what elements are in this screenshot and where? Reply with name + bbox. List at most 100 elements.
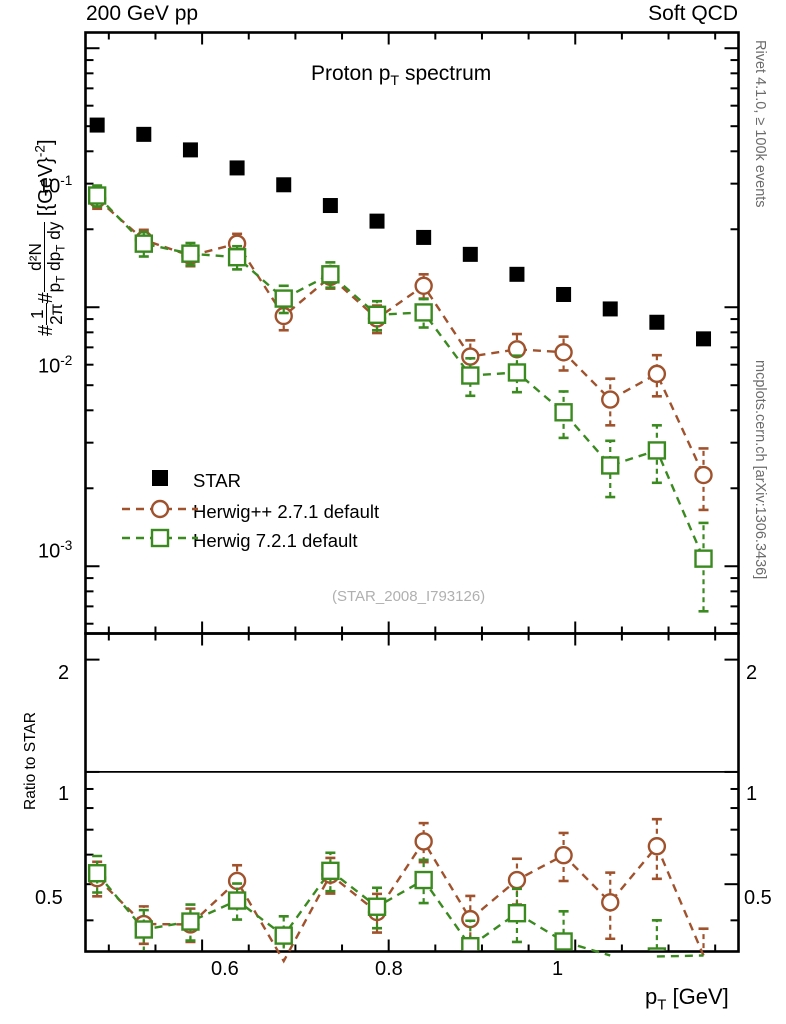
datapoint-series2 (601, 456, 620, 475)
datapoint-series1 (461, 347, 480, 366)
ratio-point-group (554, 909, 573, 951)
datapoint-series2 (507, 363, 527, 382)
ratio-datapoint-series1 (321, 861, 340, 881)
datapoint-series1 (694, 465, 713, 485)
ratio-datapoint-series1 (87, 864, 107, 883)
datapoint-series2 (647, 441, 667, 460)
datapoint-series2 (414, 303, 433, 322)
datapoint-series0 (462, 246, 478, 262)
main-ytick-1: 10-1 (38, 173, 73, 198)
ratio-point-group (601, 871, 620, 941)
ratio-datapoint-series1 (227, 891, 247, 910)
datapoint-series0 (556, 286, 572, 302)
legend-label-herwigpp: Herwig++ 2.7.1 default (193, 501, 380, 522)
ratio-series-line-0 (96, 839, 705, 964)
ratio-point-group (647, 817, 667, 881)
datapoint-series2 (694, 549, 713, 568)
ratio-point-group (87, 854, 107, 894)
legend-label-herwig7: Herwig 7.2.1 default (193, 530, 358, 551)
datapoint-series1 (554, 343, 573, 362)
header-left-label: 200 GeV pp (86, 2, 199, 25)
ratio-ytick-left-1: 1 (58, 783, 70, 805)
datapoint-series2 (181, 244, 200, 263)
ratio-datapoint-series0 (696, 960, 712, 976)
datapoint-series0 (136, 126, 152, 142)
xtick-2: 1 (552, 958, 564, 980)
ratio-point-group (321, 851, 340, 893)
ratio-datapoint-series0 (461, 909, 480, 929)
series-line-1 (96, 197, 705, 476)
plot-title: Proton pT spectrum (311, 62, 492, 90)
header-right-label: Soft QCD (648, 2, 738, 25)
datapoint-series0 (602, 301, 618, 317)
datapoint-series2 (461, 366, 480, 385)
legend-label-star: STAR (193, 470, 241, 491)
datapoint-series2 (274, 289, 293, 308)
ratio-point-group (227, 882, 247, 921)
xtick-0: 0.6 (211, 958, 239, 980)
ratio-point-group (181, 903, 200, 942)
datapoint-series0 (696, 331, 712, 347)
ratio-point-group (647, 919, 667, 951)
xtick-1: 0.8 (375, 958, 403, 980)
datapoint-series2 (227, 248, 247, 267)
ratio-datapoint-series1 (274, 926, 293, 945)
datapoint-series2 (87, 186, 107, 205)
datapoint-series2 (321, 265, 340, 284)
ratio-point-group (367, 886, 387, 930)
datapoint-series0 (416, 229, 432, 245)
ratio-datapoint-series0 (414, 832, 433, 851)
ratio-ytick-left-2: 2 (58, 662, 70, 684)
ratio-ytick-left-05: 0.5 (35, 887, 63, 909)
ratio-point-group (414, 858, 433, 905)
datapoint-series0 (89, 117, 105, 133)
ratio-datapoint-series0 (227, 871, 247, 891)
main-ytick-2: 10-2 (38, 353, 73, 378)
ratio-point-group (507, 887, 527, 944)
ratio-point-group (554, 831, 573, 883)
analysis-id-watermark: (STAR_2008_I793126) (332, 588, 486, 605)
ratio-datapoint-series1 (507, 904, 527, 923)
ratio-datapoint-series0 (554, 845, 573, 865)
ratio-datapoint-series1 (181, 912, 200, 931)
datapoint-series0 (182, 142, 198, 158)
datapoint-series1 (601, 390, 620, 409)
ratio-datapoint-series1 (554, 932, 573, 951)
datapoint-series0 (276, 177, 292, 193)
legend-marker-1 (150, 499, 170, 519)
main-ytick-3: 10-3 (38, 538, 73, 563)
datapoint-series2 (367, 305, 387, 324)
ratio-ytick-right-05: 0.5 (744, 887, 772, 909)
datapoint-series0 (369, 213, 385, 229)
ratio-datapoint-series1 (134, 920, 154, 939)
ratio-point-group (414, 821, 433, 864)
main-panel-frame (84, 31, 740, 635)
datapoint-series2 (134, 234, 154, 253)
ratio-point-group (461, 919, 480, 951)
ratio-point-group (134, 908, 154, 951)
ratio-datapoint-series1 (414, 870, 433, 890)
ratio-datapoint-series0 (647, 837, 667, 856)
ratio-point-group (274, 915, 293, 951)
ratio-point-group (696, 927, 712, 976)
datapoint-series0 (509, 266, 525, 282)
ratio-panel-frame (84, 632, 740, 953)
ratio-datapoint-series1 (461, 936, 480, 951)
datapoint-series2 (554, 403, 573, 422)
ratio-datapoint-series1 (367, 897, 387, 916)
ratio-datapoint-series0 (507, 870, 527, 890)
datapoint-series0 (229, 160, 245, 176)
datapoint-series0 (322, 198, 338, 214)
x-axis-label: pT [GeV] (645, 984, 729, 1014)
datapoint-series1 (647, 364, 667, 384)
ratio-datapoint-series0 (601, 893, 620, 912)
legend-marker-0 (152, 470, 168, 486)
ratio-datapoint-series1 (647, 947, 667, 951)
ratio-ytick-right-1: 1 (746, 783, 758, 805)
datapoint-series0 (649, 314, 665, 330)
datapoint-series1 (414, 276, 433, 295)
datapoint-series1 (507, 340, 527, 359)
legend-marker-2 (150, 528, 170, 548)
ratio-point-group (507, 857, 527, 906)
